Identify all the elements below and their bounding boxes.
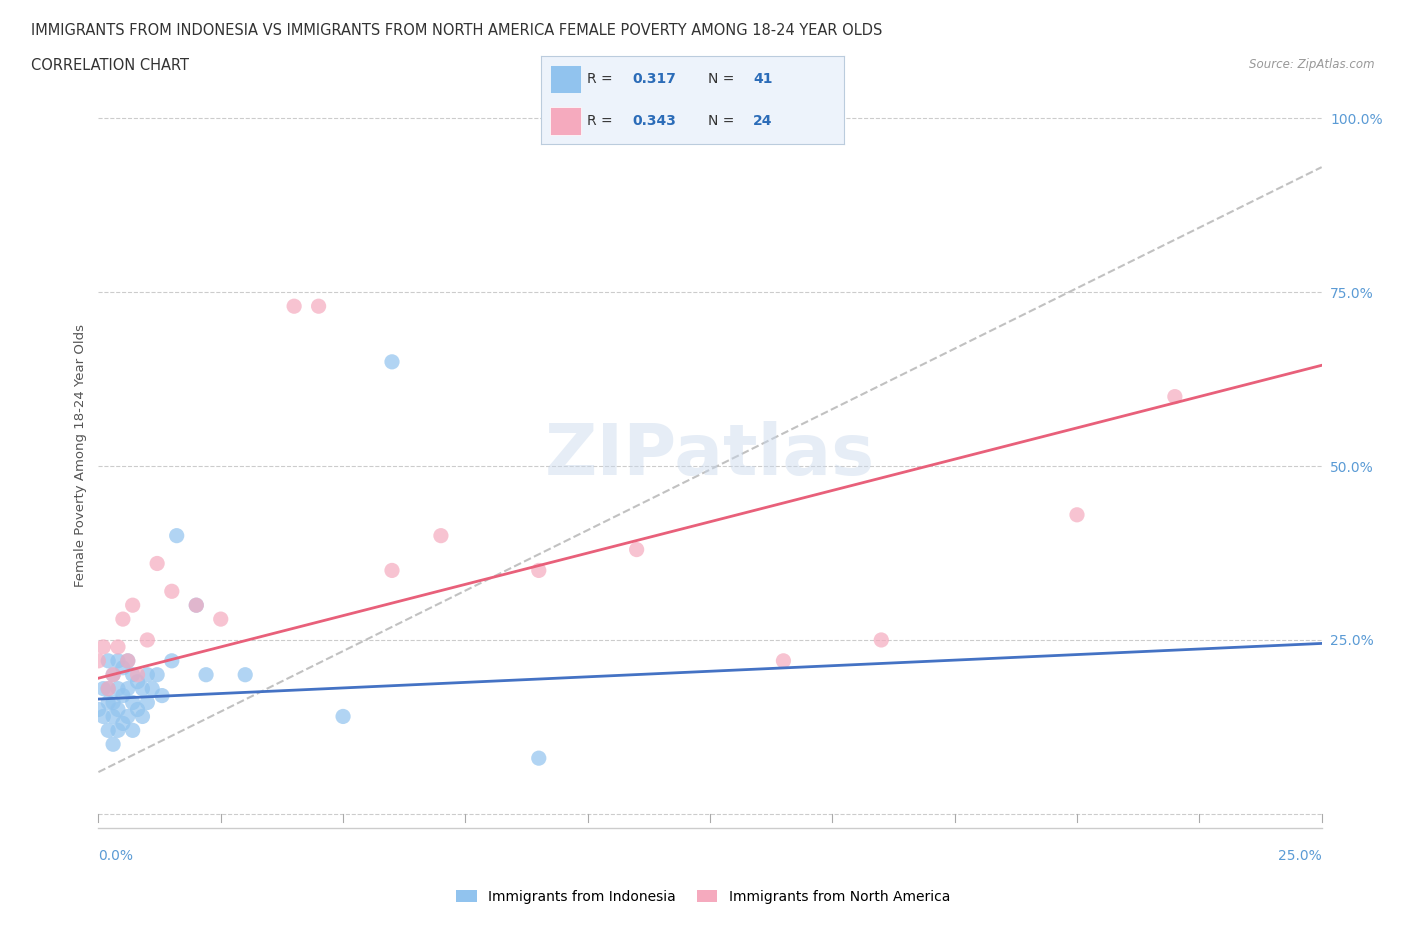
Point: [127, 674, 149, 689]
Bar: [550, 65, 581, 93]
Point: [97, 681, 120, 696]
Point: [136, 695, 159, 710]
Point: [111, 660, 134, 675]
Point: [233, 668, 256, 683]
Point: [97, 654, 120, 669]
Point: [87, 702, 110, 717]
Point: [626, 542, 648, 557]
Text: N =: N =: [707, 114, 734, 128]
Point: [91, 709, 114, 724]
Text: CORRELATION CHART: CORRELATION CHART: [31, 58, 188, 73]
Point: [141, 681, 163, 696]
Point: [527, 563, 550, 578]
Point: [87, 654, 110, 669]
Point: [186, 598, 208, 613]
Point: [430, 528, 453, 543]
Point: [117, 654, 139, 669]
Point: [1164, 389, 1187, 404]
Point: [160, 654, 183, 669]
Point: [381, 563, 404, 578]
Point: [97, 723, 120, 737]
Point: [107, 681, 129, 696]
Point: [101, 709, 124, 724]
Point: [97, 695, 120, 710]
Point: [1066, 508, 1088, 523]
Point: [111, 716, 134, 731]
Point: [283, 299, 305, 313]
Point: [186, 598, 208, 613]
Point: [772, 654, 794, 669]
Text: 0.343: 0.343: [633, 114, 676, 128]
Point: [121, 695, 143, 710]
Point: [381, 354, 404, 369]
Point: [136, 632, 159, 647]
Point: [107, 723, 129, 737]
Point: [166, 528, 188, 543]
Text: 0.317: 0.317: [633, 72, 676, 86]
Point: [101, 695, 124, 710]
Text: Source: ZipAtlas.com: Source: ZipAtlas.com: [1250, 58, 1375, 71]
Point: [121, 598, 143, 613]
Legend: Immigrants from Indonesia, Immigrants from North America: Immigrants from Indonesia, Immigrants fr…: [450, 884, 956, 910]
Text: ZIPatlas: ZIPatlas: [546, 421, 875, 490]
Y-axis label: Female Poverty Among 18-24 Year Olds: Female Poverty Among 18-24 Year Olds: [75, 325, 87, 587]
Point: [107, 654, 129, 669]
Point: [209, 612, 232, 627]
Text: 25.0%: 25.0%: [1278, 849, 1322, 863]
Point: [146, 556, 169, 571]
Point: [101, 668, 124, 683]
Bar: [550, 107, 581, 136]
Point: [870, 632, 893, 647]
Text: 0.0%: 0.0%: [98, 849, 134, 863]
Point: [195, 668, 218, 683]
Point: [131, 681, 153, 696]
Point: [527, 751, 550, 765]
Point: [131, 709, 153, 724]
Point: [101, 737, 124, 751]
Point: [117, 709, 139, 724]
Point: [107, 702, 129, 717]
Point: [150, 688, 173, 703]
Point: [101, 668, 124, 683]
Point: [332, 709, 354, 724]
Text: IMMIGRANTS FROM INDONESIA VS IMMIGRANTS FROM NORTH AMERICA FEMALE POVERTY AMONG : IMMIGRANTS FROM INDONESIA VS IMMIGRANTS …: [31, 23, 883, 38]
Text: 24: 24: [754, 114, 772, 128]
Text: R =: R =: [586, 114, 612, 128]
Point: [117, 654, 139, 669]
Point: [121, 723, 143, 737]
Point: [117, 681, 139, 696]
Point: [111, 612, 134, 627]
Text: 41: 41: [754, 72, 772, 86]
Point: [111, 688, 134, 703]
Point: [127, 702, 149, 717]
Point: [308, 299, 330, 313]
Point: [127, 668, 149, 683]
Text: R =: R =: [586, 72, 612, 86]
Point: [97, 681, 120, 696]
Point: [91, 681, 114, 696]
Point: [136, 668, 159, 683]
Point: [107, 640, 129, 655]
Text: N =: N =: [707, 72, 734, 86]
Point: [121, 668, 143, 683]
Point: [160, 584, 183, 599]
Point: [146, 668, 169, 683]
Point: [91, 640, 114, 655]
